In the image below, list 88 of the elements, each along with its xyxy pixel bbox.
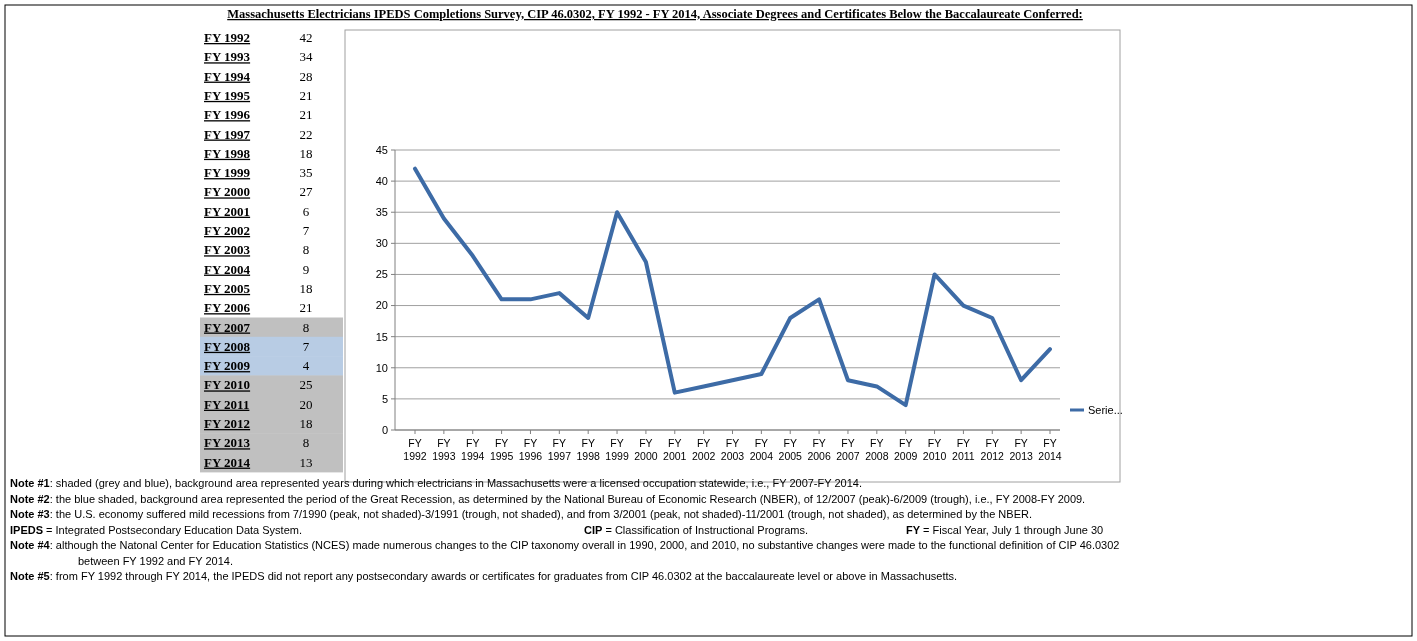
data-label: 20: [299, 396, 313, 412]
text: Note #3: the U.S. economy suffered mild recessions from 7/1990 (peak, not shaded)-3/1991 (trough, not shaded), and from 3/2001 (peak, not shaded)-11/2001 (trough, not shaded), as determined by the NBER.: [10, 508, 1032, 520]
x-tick-label: FY 2014: [1038, 437, 1062, 462]
y-tick-label: 15: [375, 330, 388, 343]
x-tick-label: FY 1994: [461, 437, 485, 462]
y-tick-label: 25: [375, 268, 388, 281]
category-label: FY 2003: [204, 242, 251, 258]
x-tick-label: FY 1992: [403, 437, 427, 462]
data-label: 35: [299, 165, 313, 181]
data-label: 6: [302, 203, 310, 219]
text: IPEDS = Integrated Postsecondary Education Data System.: [10, 523, 302, 536]
x-tick-label: FY 2003: [720, 437, 745, 462]
category-label: FY 2004: [204, 261, 251, 277]
data-label: 42: [299, 30, 313, 45]
data-label: 8: [302, 435, 310, 451]
data-label: 9: [302, 261, 310, 277]
data-label: 18: [299, 280, 313, 296]
x-tick-label: FY 1997: [547, 437, 572, 462]
y-tick-label: 30: [375, 237, 388, 250]
category-label: FY 2005: [204, 280, 251, 296]
x-tick-label: FY 2011: [952, 437, 975, 462]
x-tick-label: FY 2010: [922, 437, 947, 462]
category-label: FY 1992: [204, 30, 251, 45]
text: Note #5: from FY 1992 through FY 2014, the IPEDS did not report any postsecondary awards or certificates for graduates from CIP 46.0302 at the baccalaureate level or above in Massachusetts.: [10, 570, 958, 582]
data-label: 34: [299, 49, 313, 65]
data-label: 21: [299, 107, 313, 123]
chart-title: Massachusetts Electricians IPEDS Completions Survey, CIP 46.0302, FY 1992 - FY 2014, Associate Degrees and Certificates Below the Baccalaureate Conferred:: [227, 7, 1083, 21]
category-label: FY 2012: [204, 416, 251, 431]
text: Note #2: the blue shaded, background area represented the period of the Great Recession, as determined by the National Bureau of Economic Research (NBER), of 12/2007 (peak)-6/2009 (trough), i.e., FY 2008-FY 2009.: [10, 492, 1086, 505]
text: CIP = Classification of Instructional Programs.: [584, 523, 809, 536]
data-label: 18: [299, 416, 313, 431]
x-tick-label: FY 2000: [634, 437, 658, 462]
y-tick-label: 0: [381, 423, 388, 436]
x-tick-label: FY 1995: [489, 437, 514, 462]
x-tick-label: FY 1993: [432, 437, 456, 462]
y-tick-label: 45: [375, 143, 388, 156]
category-label: FY 2011: [204, 396, 250, 412]
x-tick-label: FY 2009: [894, 437, 918, 462]
data-label: 21: [299, 87, 313, 103]
category-label: FY 2001: [204, 203, 251, 219]
data-label: 4: [302, 358, 310, 374]
text: Note #1: shaded (grey and blue), background area represented years during which electricians in Massachusetts were a licensed occupation statewide, i.e., FY 2007-FY 2014.: [10, 477, 862, 489]
x-tick-label: FY 2005: [778, 437, 803, 462]
category-label: FY 1993: [204, 49, 251, 65]
y-tick-label: 35: [375, 206, 388, 219]
x-tick-label: FY 2008: [865, 437, 889, 462]
data-label: 28: [299, 68, 313, 84]
data-label: 7: [302, 338, 310, 354]
data-label: 18: [299, 145, 313, 161]
data-label: 8: [302, 242, 310, 258]
data-label: 13: [299, 454, 313, 470]
category-label: FY 1997: [204, 126, 251, 142]
text: FY = Fiscal Year, July 1 through June 30: [906, 523, 1104, 536]
data-label: 22: [299, 126, 313, 142]
data-label: 27: [299, 184, 313, 200]
category-label: FY 2009: [204, 358, 251, 374]
y-tick-label: 40: [375, 174, 388, 187]
y-tick-label: 5: [381, 392, 388, 405]
category-label: FY 2000: [204, 184, 251, 200]
category-label: FY 1996: [204, 107, 251, 123]
line-series: [413, 166, 1052, 408]
category-label: FY 2002: [204, 223, 251, 238]
y-tick-label: 20: [375, 299, 388, 312]
legend-label: Serie...: [1088, 403, 1123, 416]
x-tick-label: FY 2002: [691, 437, 716, 462]
data-label: 8: [302, 319, 310, 335]
category-label: FY 2008: [204, 338, 251, 354]
x-tick-label: FY 2012: [980, 437, 1005, 462]
x-tick-label: FY 2006: [807, 437, 831, 462]
data-label: 25: [299, 377, 313, 393]
y-tick-label: 10: [375, 361, 388, 374]
category-label: FY 2007: [204, 319, 251, 335]
x-tick-label: FY 2007: [836, 437, 860, 462]
category-label: FY 1998: [204, 145, 251, 161]
category-label: FY 1999: [204, 165, 251, 181]
x-tick-label: FY 2013: [1009, 437, 1033, 462]
x-tick-label: FY 1996: [518, 437, 543, 462]
x-tick-label: FY 1998: [576, 437, 601, 462]
category-label: FY 1994: [204, 68, 251, 84]
text: Note #4: although the Natonal Center for Education Statistics (NCES) made numerous changes to the CIP taxonomy overall in 1990, 2000, and 2010, no substantive changes were made to the functional definition of CIP 46.0302 between FY 1992 and FY 2014.: [10, 539, 1120, 567]
x-tick-label: FY 1999: [605, 437, 629, 462]
category-label: FY 2010: [204, 377, 251, 393]
x-tick-label: FY 2001: [663, 437, 687, 462]
data-label: 7: [302, 223, 310, 238]
data-label: 21: [299, 300, 313, 316]
category-label: FY 1995: [204, 87, 251, 103]
x-tick-label: FY 2004: [749, 437, 774, 462]
category-label: FY 2006: [204, 300, 251, 316]
